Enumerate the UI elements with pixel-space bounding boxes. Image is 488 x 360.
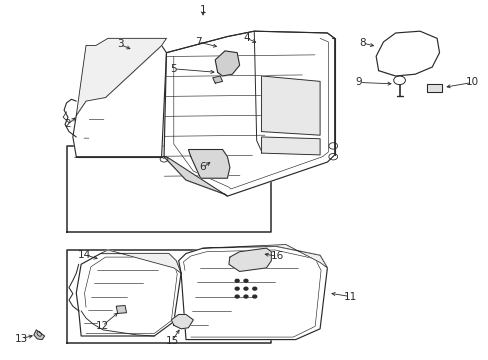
Polygon shape <box>261 137 320 155</box>
Polygon shape <box>163 157 227 196</box>
Text: 4: 4 <box>243 33 250 43</box>
Polygon shape <box>163 33 334 196</box>
Text: 16: 16 <box>270 251 284 261</box>
Polygon shape <box>76 253 181 336</box>
Text: 11: 11 <box>343 292 356 302</box>
Circle shape <box>235 295 239 298</box>
Polygon shape <box>261 76 320 135</box>
Text: 2: 2 <box>64 120 71 129</box>
Polygon shape <box>375 31 439 76</box>
Polygon shape <box>116 306 126 314</box>
Polygon shape <box>76 39 166 116</box>
Polygon shape <box>228 248 271 271</box>
Text: 6: 6 <box>199 162 206 172</box>
Text: 8: 8 <box>359 38 365 48</box>
Text: 3: 3 <box>117 40 123 49</box>
Text: 5: 5 <box>170 64 177 74</box>
Circle shape <box>252 295 256 298</box>
Polygon shape <box>203 244 327 268</box>
Polygon shape <box>178 246 327 339</box>
Text: 15: 15 <box>165 336 179 346</box>
Polygon shape <box>101 250 181 273</box>
Polygon shape <box>215 51 239 76</box>
Circle shape <box>244 279 247 282</box>
Polygon shape <box>34 330 44 339</box>
Polygon shape <box>73 45 166 157</box>
Circle shape <box>252 287 256 290</box>
Circle shape <box>244 295 247 298</box>
Circle shape <box>235 279 239 282</box>
Text: 13: 13 <box>15 333 28 343</box>
Polygon shape <box>163 31 334 196</box>
Polygon shape <box>188 149 229 178</box>
Text: 12: 12 <box>95 321 108 331</box>
Text: 10: 10 <box>465 77 478 87</box>
Polygon shape <box>171 315 193 329</box>
Text: 14: 14 <box>78 249 91 260</box>
Polygon shape <box>427 84 441 92</box>
Text: 1: 1 <box>199 5 206 15</box>
Circle shape <box>244 287 247 290</box>
Polygon shape <box>212 76 222 83</box>
Circle shape <box>235 287 239 290</box>
Text: 9: 9 <box>355 77 362 87</box>
Text: 7: 7 <box>194 37 201 47</box>
